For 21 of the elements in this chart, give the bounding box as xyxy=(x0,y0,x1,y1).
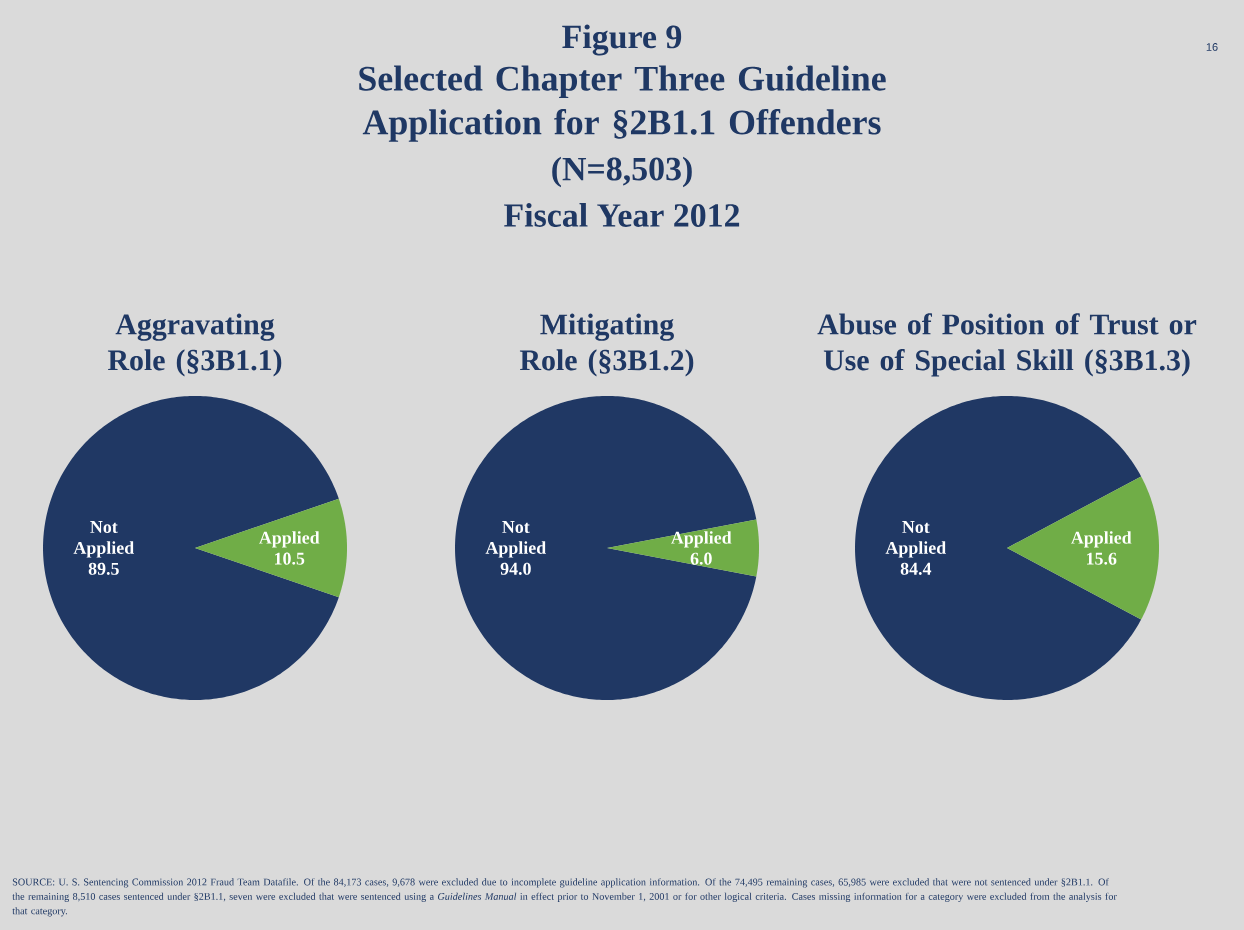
slice-label: Applied xyxy=(259,531,320,548)
data-label: 15.6 xyxy=(1087,552,1117,565)
data-label: 89.5 xyxy=(88,562,119,575)
slice-label: Applied xyxy=(1071,531,1132,548)
slice-label: Applied xyxy=(671,531,732,548)
text: Fiscal Year 2012 xyxy=(504,203,740,227)
text: 16 xyxy=(1206,43,1218,51)
chart-title: Mitigating Role (§3B1.2) xyxy=(519,313,694,377)
text: SOURCE: U. S. Sentencing Commission 2012 Fraud Team Datafile. Of the 84,173 cases, 9,678 were excluded due to incomplete guideline application information. Of the 74,495 remaining cases, 65,985 were excluded that were not sentenced under §2B1.1. Of the remaining 8,510 cases sentenced under §2B1.1, seven were excluded that were sentenced using a Guidelines Manual in effect prior to November 1, 2001 or for other logical criteria. Cases missing information for a category were excluded from the analysis for that category. xyxy=(12,878,1117,917)
chart-title: Aggravating Role (§3B1.1) xyxy=(107,313,282,377)
chart-title: Abuse of Position of Trust or Use of Special Skill (§3B1.3) xyxy=(817,313,1197,377)
data-label: 84.4 xyxy=(900,562,932,575)
data-label: 94.0 xyxy=(500,562,531,575)
slice-label: Not Applied xyxy=(73,521,135,558)
data-label: 6.0 xyxy=(690,552,712,565)
slice-label: Not Applied xyxy=(485,521,547,558)
text: (N=8,503) xyxy=(552,156,692,188)
data-label: 10.5 xyxy=(275,552,305,565)
text: Selected Chapter Three Guideline Application for §2B1.1 Offenders xyxy=(359,65,886,142)
slice-label: Not Applied xyxy=(885,521,947,558)
text: Figure 9 xyxy=(562,24,682,56)
